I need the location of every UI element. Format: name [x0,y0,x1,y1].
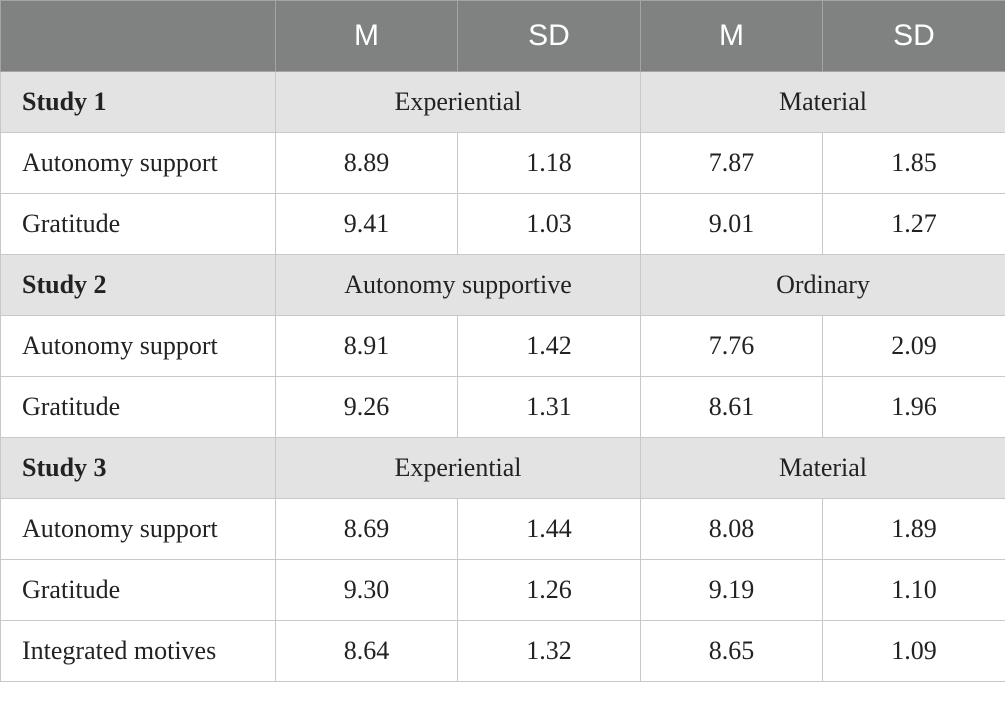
cell-m-group2: 7.76 [640,315,823,377]
condition-label-group2: Material [640,437,1005,499]
cell-m-group2: 8.61 [640,376,823,438]
cell-m-group1: 9.41 [275,193,458,255]
study-header-row: Study 2 Autonomy supportive Ordinary [0,254,1005,316]
row-label: Autonomy support [0,498,276,560]
study-label: Study 1 [0,71,276,133]
cell-sd-group2: 2.09 [822,315,1005,377]
cell-m-group1: 9.30 [275,559,458,621]
cell-sd-group1: 1.32 [457,620,641,682]
stats-table: M SD M SD Study 1 Experiential Material … [0,0,1005,682]
cell-sd-group1: 1.31 [457,376,641,438]
study-header-row: Study 3 Experiential Material [0,437,1005,499]
cell-sd-group2: 1.09 [822,620,1005,682]
row-label: Gratitude [0,376,276,438]
row-label: Autonomy support [0,315,276,377]
row-label: Integrated motives [0,620,276,682]
cell-sd-group2: 1.89 [822,498,1005,560]
row-label: Gratitude [0,193,276,255]
cell-m-group1: 8.69 [275,498,458,560]
row-label: Autonomy support [0,132,276,194]
header-m-group2: M [640,0,823,72]
cell-sd-group2: 1.27 [822,193,1005,255]
cell-m-group2: 8.08 [640,498,823,560]
condition-label-group1: Experiential [275,71,641,133]
cell-m-group2: 9.19 [640,559,823,621]
table-row: Autonomy support 8.69 1.44 8.08 1.89 [0,498,1005,560]
table-row: Gratitude 9.30 1.26 9.19 1.10 [0,559,1005,621]
header-m-group1: M [275,0,458,72]
table-row: Integrated motives 8.64 1.32 8.65 1.09 [0,620,1005,682]
cell-sd-group2: 1.85 [822,132,1005,194]
cell-sd-group1: 1.42 [457,315,641,377]
cell-m-group2: 9.01 [640,193,823,255]
table-row: Autonomy support 8.89 1.18 7.87 1.85 [0,132,1005,194]
cell-m-group1: 8.89 [275,132,458,194]
cell-sd-group2: 1.96 [822,376,1005,438]
table-row: Gratitude 9.26 1.31 8.61 1.96 [0,376,1005,438]
condition-label-group1: Autonomy supportive [275,254,641,316]
cell-m-group2: 8.65 [640,620,823,682]
cell-sd-group1: 1.18 [457,132,641,194]
table-header: M SD M SD [0,0,1005,72]
row-label: Gratitude [0,559,276,621]
study-label: Study 2 [0,254,276,316]
header-sd-group1: SD [457,0,641,72]
header-sd-group2: SD [822,0,1005,72]
cell-m-group1: 9.26 [275,376,458,438]
study-label: Study 3 [0,437,276,499]
cell-sd-group1: 1.44 [457,498,641,560]
cell-m-group1: 8.64 [275,620,458,682]
cell-m-group1: 8.91 [275,315,458,377]
cell-sd-group1: 1.03 [457,193,641,255]
cell-m-group2: 7.87 [640,132,823,194]
header-row: M SD M SD [0,0,1005,72]
condition-label-group2: Ordinary [640,254,1005,316]
table-body: Study 1 Experiential Material Autonomy s… [0,71,1005,682]
study-header-row: Study 1 Experiential Material [0,71,1005,133]
cell-sd-group2: 1.10 [822,559,1005,621]
condition-label-group2: Material [640,71,1005,133]
header-blank-cell [0,0,276,72]
table-row: Autonomy support 8.91 1.42 7.76 2.09 [0,315,1005,377]
cell-sd-group1: 1.26 [457,559,641,621]
table-row: Gratitude 9.41 1.03 9.01 1.27 [0,193,1005,255]
condition-label-group1: Experiential [275,437,641,499]
